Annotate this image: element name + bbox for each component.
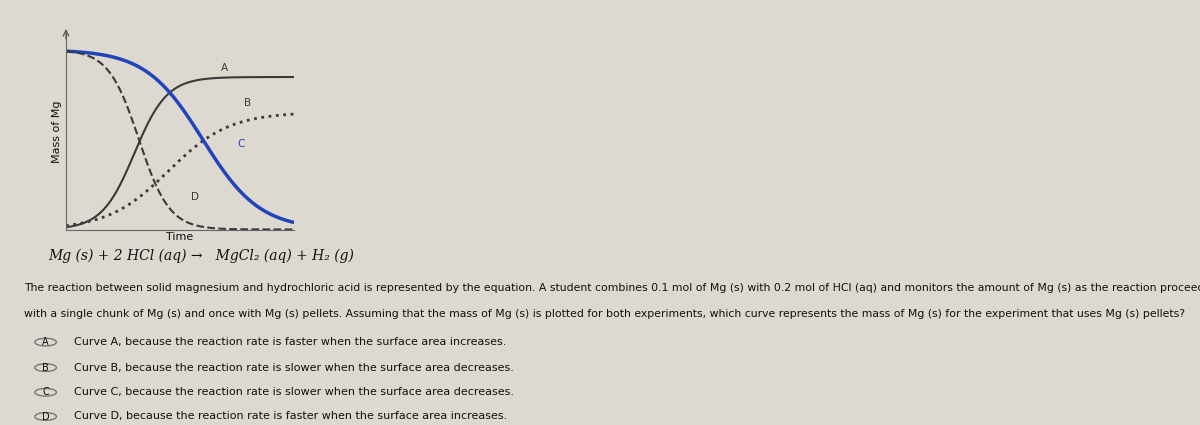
Text: Curve C, because the reaction rate is slower when the surface area decreases.: Curve C, because the reaction rate is sl… [74, 387, 515, 397]
Y-axis label: Mass of Mg: Mass of Mg [52, 100, 62, 163]
Text: D: D [42, 411, 49, 422]
Text: The reaction between solid magnesium and hydrochloric acid is represented by the: The reaction between solid magnesium and… [24, 283, 1200, 293]
Text: Curve A, because the reaction rate is faster when the surface area increases.: Curve A, because the reaction rate is fa… [74, 337, 506, 347]
Text: with a single chunk of Mg (s) and once with Mg (s) pellets. Assuming that the ma: with a single chunk of Mg (s) and once w… [24, 309, 1186, 319]
Text: D: D [192, 192, 199, 202]
Text: A: A [42, 337, 49, 347]
Text: C: C [238, 139, 245, 150]
Text: Mg (s) + 2 HCl (aq) →   MgCl₂ (aq) + H₂ (g): Mg (s) + 2 HCl (aq) → MgCl₂ (aq) + H₂ (g… [48, 249, 354, 263]
Text: C: C [42, 387, 49, 397]
Text: Curve B, because the reaction rate is slower when the surface area decreases.: Curve B, because the reaction rate is sl… [74, 363, 515, 373]
X-axis label: Time: Time [167, 232, 193, 242]
Text: B: B [244, 98, 251, 108]
Text: A: A [221, 63, 228, 73]
Text: B: B [42, 363, 49, 373]
Text: Curve D, because the reaction rate is faster when the surface area increases.: Curve D, because the reaction rate is fa… [74, 411, 508, 422]
